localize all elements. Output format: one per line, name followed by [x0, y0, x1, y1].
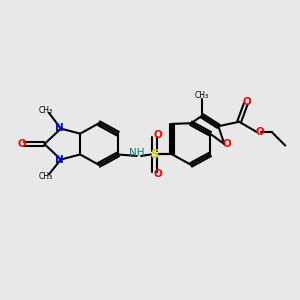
- Text: N: N: [55, 123, 64, 133]
- Text: NH: NH: [129, 148, 144, 158]
- Text: O: O: [154, 169, 162, 179]
- Text: N: N: [55, 155, 64, 165]
- Text: O: O: [154, 130, 162, 140]
- Text: S: S: [150, 148, 159, 161]
- Text: O: O: [243, 97, 252, 106]
- Text: O: O: [255, 127, 264, 137]
- Text: O: O: [18, 139, 27, 149]
- Text: O: O: [223, 139, 232, 149]
- Text: CH₃: CH₃: [38, 106, 52, 115]
- Text: CH₃: CH₃: [195, 91, 209, 100]
- Text: CH₃: CH₃: [38, 172, 52, 181]
